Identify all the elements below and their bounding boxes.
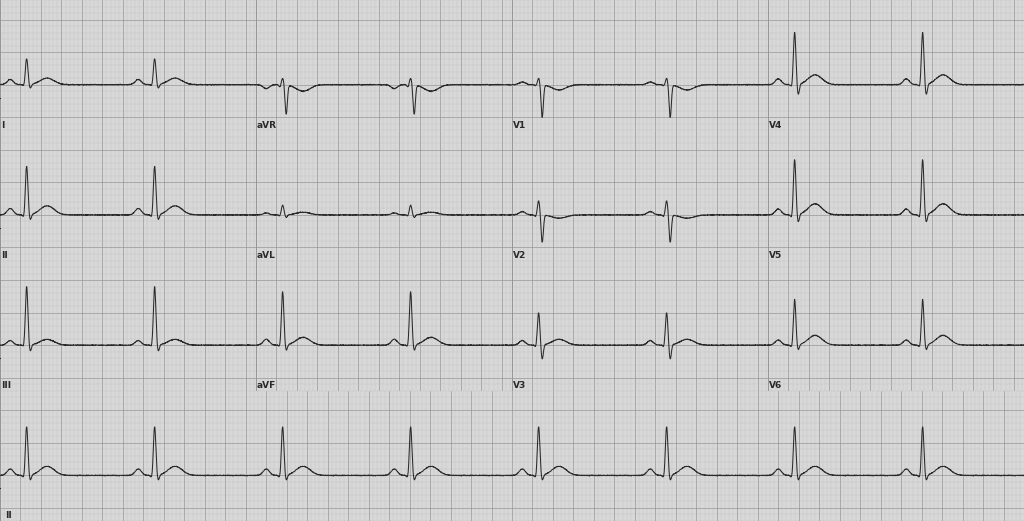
Text: V6: V6	[769, 381, 782, 390]
Text: V3: V3	[513, 381, 526, 390]
Text: V2: V2	[513, 251, 526, 260]
Text: V4: V4	[769, 121, 782, 130]
Text: aVR: aVR	[257, 121, 278, 130]
Text: II: II	[1, 251, 8, 260]
Text: aVF: aVF	[257, 381, 276, 390]
Text: V5: V5	[769, 251, 782, 260]
Text: I: I	[1, 121, 4, 130]
Text: aVL: aVL	[257, 251, 275, 260]
Text: III: III	[1, 381, 11, 390]
Text: II: II	[5, 512, 12, 520]
Text: V1: V1	[513, 121, 526, 130]
